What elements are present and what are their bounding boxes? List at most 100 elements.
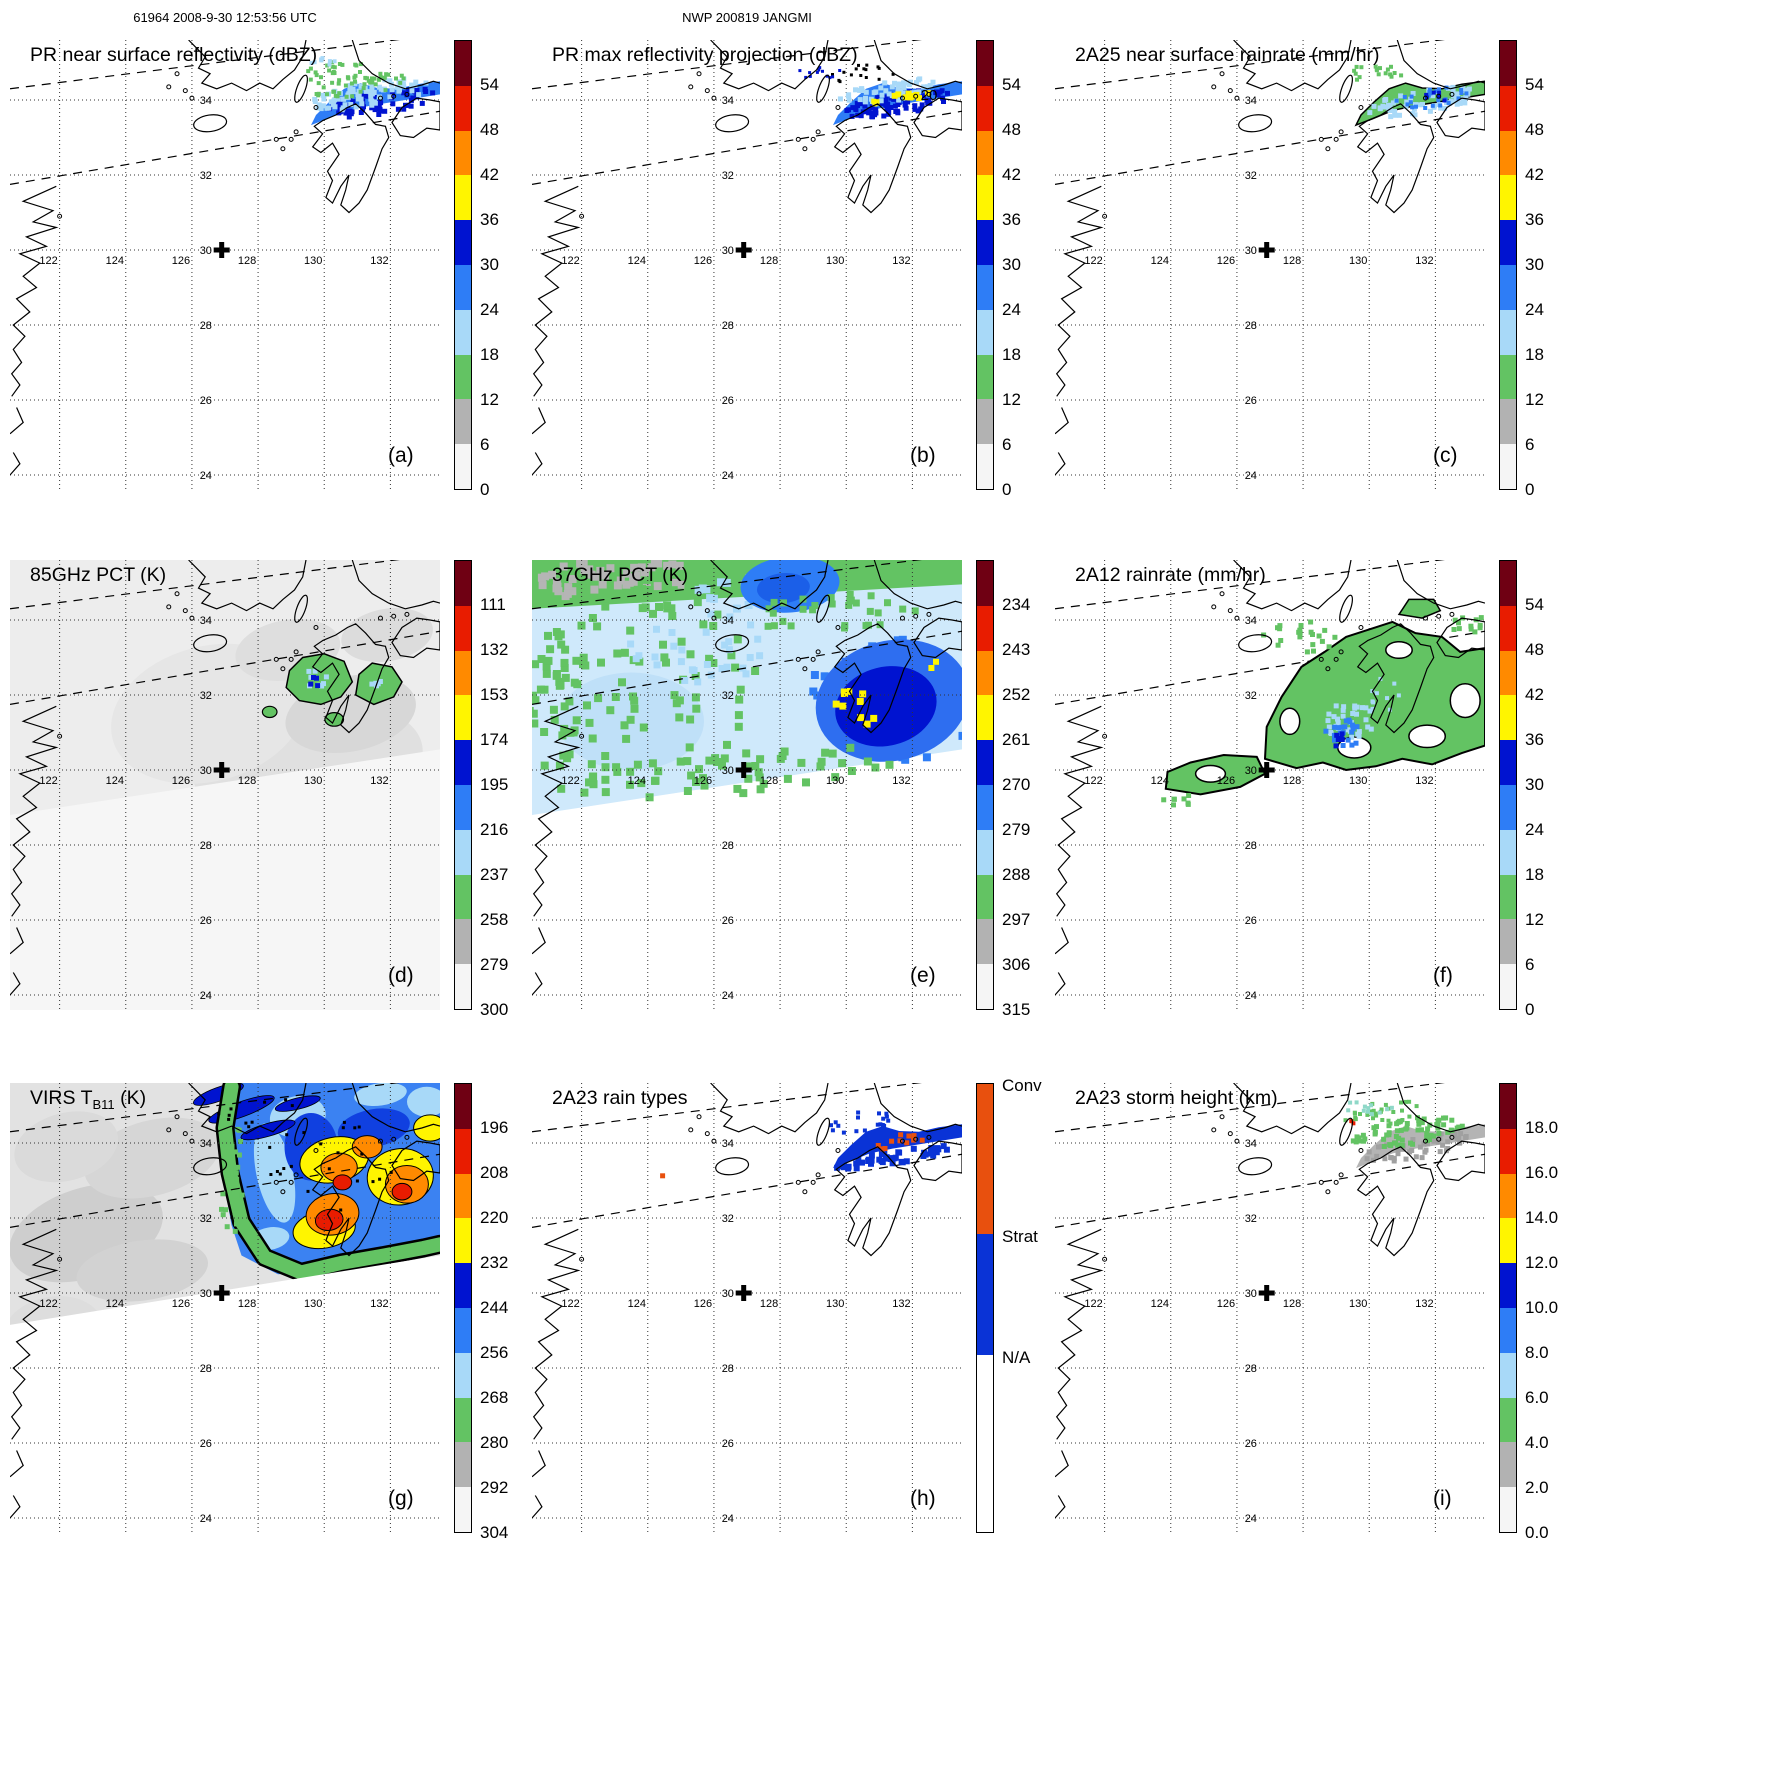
data-field [306,56,440,126]
lon-tick-label: 128 [760,1298,778,1310]
panel-letter-f: (f) [1433,964,1453,987]
tick-labels: 122 124 126 128 130 132 34 32 30 28 26 24 [1084,615,1433,1002]
coastline [10,40,440,476]
header-storm-label: NWP 200819 JANGMI [682,10,812,25]
colorbar-segment [977,264,993,310]
colorbar-tick-label: 8.0 [1525,1343,1549,1362]
colorbar-tick-label: 24 [1002,300,1021,319]
colorbar-tick-label: 304 [480,1523,509,1542]
lon-tick-label: 132 [892,1298,910,1310]
colorbar-segment [455,561,471,606]
lat-tick-label: 34 [1245,1138,1257,1150]
colorbar-tick-label: 111 [480,595,506,614]
colorbar-tick-label: 208 [480,1163,509,1182]
colorbar-segment [455,1263,471,1308]
colorbar-segment [977,964,993,1009]
lon-tick-label: 130 [1349,1298,1367,1310]
coastline [1055,560,1485,996]
tick-labels: 122 124 126 128 130 132 34 32 30 28 26 24 [561,1138,910,1525]
colorbar-tick-label: 6.0 [1525,1388,1549,1407]
lat-tick-label: 32 [1245,690,1257,702]
lat-tick-label: 32 [200,690,212,702]
colorbar-segment [977,1084,993,1235]
coastline [10,560,440,996]
panel-d: 122 124 126 128 130 132 34 32 30 28 26 24 85GHz PCT… [10,560,540,1019]
lon-tick-label: 128 [238,255,256,267]
colorbar-tick-label: 280 [480,1433,509,1452]
colorbar-segment [1500,444,1516,489]
grid-lines [532,40,962,490]
tick-labels: 122 124 126 128 130 132 34 32 30 28 26 24 [561,615,910,1002]
lat-tick-label: 26 [722,395,734,407]
lat-tick-label: 26 [200,395,212,407]
lat-tick-label: 24 [1245,470,1257,482]
grid-lines [10,40,440,490]
colorbar-tick-label: 196 [480,1118,509,1137]
lon-tick-label: 126 [694,775,712,787]
colorbar-tick-label: 220 [480,1208,509,1227]
grid-lines [532,560,962,1010]
lat-tick-label: 30 [200,245,212,257]
lat-tick-label: 34 [1245,615,1257,627]
lon-tick-label: 128 [238,1298,256,1310]
colorbar-segment [455,1352,471,1398]
swath-edge-lines [10,40,440,185]
map-f: 122 124 126 128 130 132 34 32 30 28 26 24 [1055,560,1485,1010]
data-field [660,1110,962,1179]
lon-tick-label: 124 [106,255,124,267]
colorbar-segment [1500,1263,1516,1308]
colorbar-segment [1500,1084,1516,1129]
colorbar-tick-label: 42 [1525,685,1544,704]
colorbar-segment [455,1128,471,1174]
tick-labels: 122 124 126 128 130 132 34 32 30 28 26 24 [39,615,388,1002]
lon-tick-label: 126 [1217,1298,1235,1310]
colorbar-tick-label: 48 [1002,120,1021,139]
colorbar-segment [1500,561,1516,606]
data-field [1161,598,1485,808]
colorbar-segment [977,829,993,875]
colorbar-segment [1500,41,1516,86]
colorbar-tick-label: 16.0 [1525,1163,1559,1182]
lat-tick-label: 34 [722,95,734,107]
colorbar-segment [977,354,993,400]
colorbar-segment [455,1173,471,1219]
map-a: 122 124 126 128 130 132 34 32 30 28 26 24 [10,40,440,490]
data-field [1343,1099,1485,1169]
lat-tick-label: 26 [200,915,212,927]
grid-lines [1055,40,1485,490]
panel-i: 122 124 126 128 130 132 34 32 30 28 26 24 2A23 stor… [1055,1083,1585,1542]
panel-c: 122 124 126 128 130 132 34 32 30 28 26 24 2A25 near… [1055,40,1585,499]
panel-title-i: 2A23 storm height (km) [1075,1087,1278,1109]
colorbar-f: 54 48 42 36 30 24 18 12 6 0 [1499,560,1585,1019]
colorbar-tick-label: 30 [1525,255,1544,274]
data-field-bg [10,1083,440,1533]
swath-edge-lines [1055,560,1485,705]
coastline [1055,1083,1485,1519]
colorbar-segment [455,784,471,830]
colorbar-segment [1500,354,1516,400]
panel-letter-i: (i) [1433,1487,1452,1510]
lat-tick-label: 28 [722,320,734,332]
colorbar-tick-label: 24 [1525,820,1544,839]
colorbar-segment [1500,85,1516,131]
colorbar-tick-label: 279 [1002,820,1031,839]
colorbar-tick-label: 270 [1002,775,1031,794]
lat-tick-label: 26 [722,915,734,927]
lon-tick-label: 132 [1415,1298,1433,1310]
storm-center-cross [213,762,230,778]
colorbar-segment [977,41,993,86]
colorbar-segment [455,1218,471,1264]
colorbar-segment [977,175,993,221]
colorbar-tick-label: 234 [1002,595,1031,614]
data-field [261,653,403,727]
lon-tick-label: 130 [826,255,844,267]
colorbar-segment [977,1355,993,1532]
colorbar-bar [976,1083,994,1533]
colorbar-tick-label: 0.0 [1525,1523,1549,1542]
colorbar-tick-label: 18 [1002,345,1021,364]
colorbar-tick-label: 0 [480,480,490,499]
map-g: 122 124 126 128 130 132 34 32 30 28 26 24 [10,1083,440,1533]
colorbar-tick-label: 268 [480,1388,509,1407]
lon-tick-label: 130 [1349,775,1367,787]
colorbar-segment [977,220,993,265]
